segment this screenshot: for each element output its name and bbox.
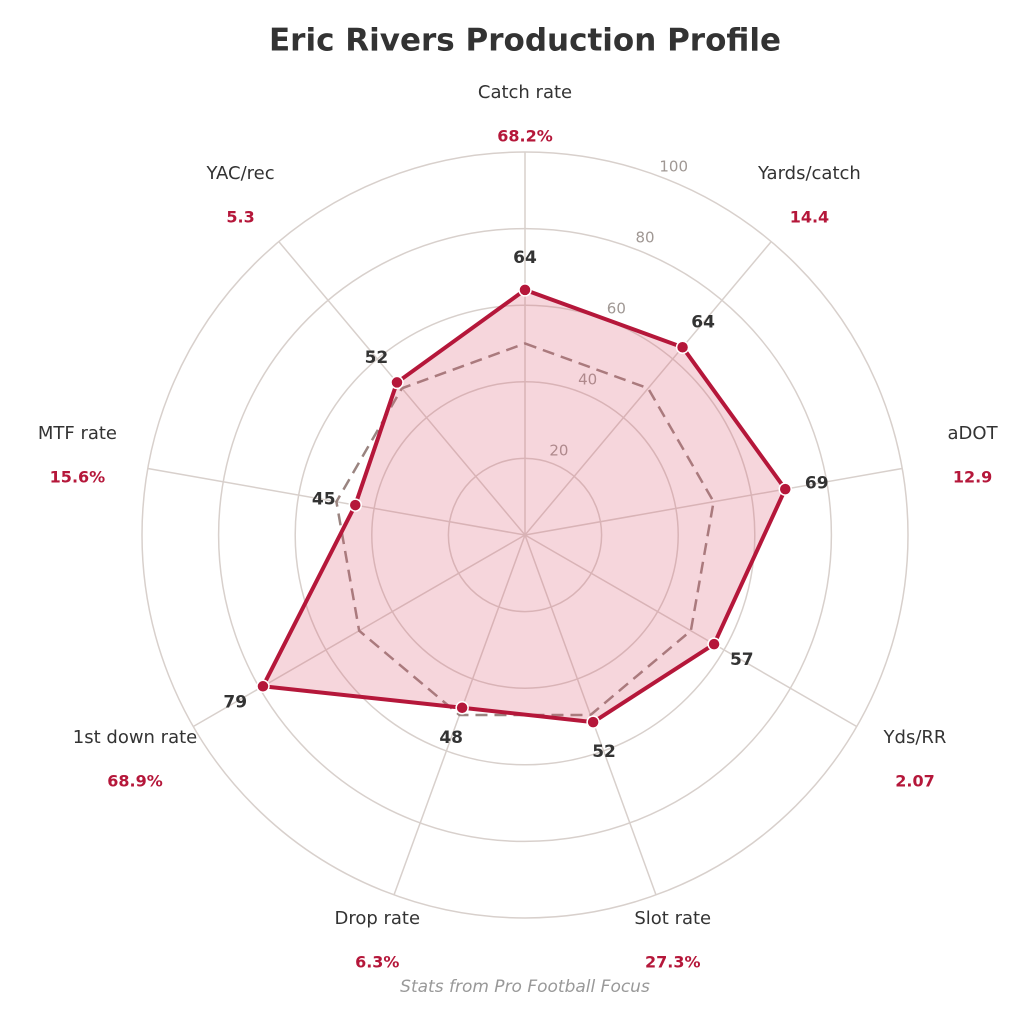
value-label: 52	[365, 348, 389, 368]
r-tick-label: 20	[549, 441, 568, 459]
point	[455, 701, 469, 715]
stat-label: 68.2%	[497, 127, 553, 146]
point	[707, 637, 721, 651]
spoke	[524, 534, 858, 728]
value-label: 48	[439, 728, 463, 748]
value-label: 79	[223, 692, 247, 712]
axis-label: aDOT	[948, 423, 999, 444]
axis-label: Slot rate	[634, 908, 711, 929]
axis-label: Yds/RR	[883, 727, 947, 748]
point	[348, 498, 363, 512]
axis-label: Catch rate	[478, 82, 572, 103]
value-label: 45	[312, 490, 336, 510]
value-label: 52	[592, 742, 616, 762]
value-label: 64	[513, 248, 537, 268]
r-tick-label: 40	[578, 370, 597, 388]
point	[256, 679, 270, 694]
axis-label: Drop rate	[334, 908, 420, 929]
stat-label: 6.3%	[355, 952, 399, 971]
r-tick-label: 100	[659, 157, 688, 175]
series-area	[260, 287, 788, 725]
axis-label: Yards/catch	[757, 163, 861, 184]
point	[778, 482, 793, 496]
r-tick-label: 80	[635, 228, 654, 246]
stat-label: 15.6%	[50, 468, 106, 487]
stat-label: 5.3	[226, 208, 254, 227]
stat-label: 68.9%	[107, 772, 163, 791]
axis-label: 1st down rate	[73, 727, 197, 748]
spoke	[524, 467, 903, 536]
point	[586, 715, 600, 729]
point	[390, 375, 404, 390]
spoke	[524, 241, 772, 536]
axis-label: YAC/rec	[205, 163, 274, 184]
stat-label: 2.07	[895, 772, 934, 791]
stat-label: 14.4	[790, 208, 829, 227]
value-label: 64	[691, 313, 715, 333]
r-tick-label: 60	[607, 299, 626, 317]
point	[518, 283, 532, 297]
value-label: 57	[730, 650, 754, 670]
axis-label: MTF rate	[38, 423, 117, 444]
stat-label: 27.3%	[645, 952, 701, 971]
stat-label: 12.9	[953, 468, 992, 487]
value-label: 69	[805, 474, 829, 494]
footnote: Stats from Pro Football Focus	[400, 977, 650, 997]
chart-title: Eric Rivers Production Profile	[269, 23, 781, 59]
point	[675, 340, 690, 354]
